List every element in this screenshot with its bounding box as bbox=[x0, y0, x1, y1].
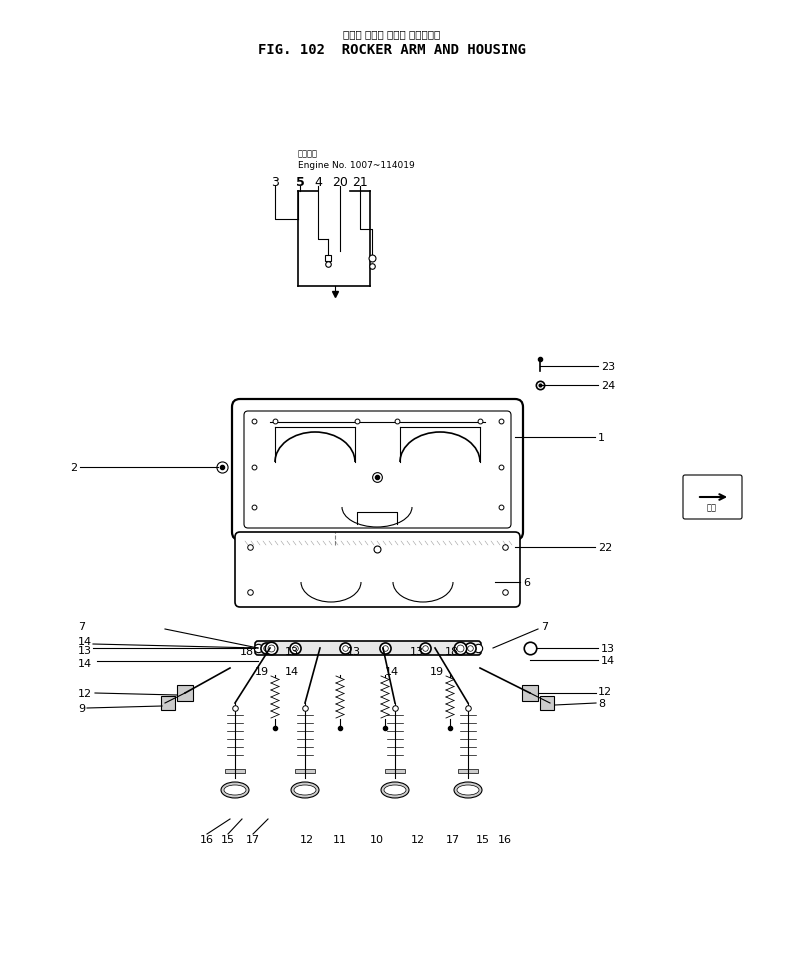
Text: 24: 24 bbox=[601, 380, 615, 390]
Text: 11: 11 bbox=[333, 834, 347, 844]
Ellipse shape bbox=[221, 782, 249, 798]
Ellipse shape bbox=[291, 782, 319, 798]
Bar bbox=[225, 770, 245, 774]
Text: 22: 22 bbox=[598, 543, 612, 553]
Text: 10: 10 bbox=[370, 834, 384, 844]
Ellipse shape bbox=[384, 785, 406, 795]
Ellipse shape bbox=[454, 782, 482, 798]
Text: 21: 21 bbox=[352, 176, 368, 190]
Text: 適用号機: 適用号機 bbox=[298, 150, 318, 158]
Text: 17: 17 bbox=[446, 834, 460, 844]
Text: 7: 7 bbox=[78, 621, 85, 632]
FancyBboxPatch shape bbox=[235, 532, 520, 607]
Bar bbox=[385, 770, 405, 774]
Text: 13: 13 bbox=[285, 646, 299, 656]
Text: 2: 2 bbox=[70, 463, 77, 472]
Ellipse shape bbox=[381, 782, 409, 798]
Text: 16: 16 bbox=[498, 834, 512, 844]
Text: 19: 19 bbox=[430, 666, 444, 677]
Text: 13: 13 bbox=[410, 646, 424, 656]
Text: 9: 9 bbox=[78, 703, 85, 713]
FancyBboxPatch shape bbox=[255, 642, 481, 655]
Bar bbox=[295, 770, 315, 774]
Text: 14: 14 bbox=[285, 666, 299, 677]
FancyBboxPatch shape bbox=[683, 475, 742, 519]
Text: 3: 3 bbox=[271, 176, 279, 190]
Text: 16: 16 bbox=[200, 834, 214, 844]
Text: 12: 12 bbox=[300, 834, 314, 844]
Text: FIG. 102  ROCKER ARM AND HOUSING: FIG. 102 ROCKER ARM AND HOUSING bbox=[258, 43, 526, 57]
Text: 17: 17 bbox=[246, 834, 260, 844]
Text: ロッカ アーム および ハウジング: ロッカ アーム および ハウジング bbox=[343, 29, 440, 39]
Text: 13: 13 bbox=[78, 645, 92, 655]
Text: 1: 1 bbox=[598, 432, 605, 443]
FancyBboxPatch shape bbox=[232, 400, 523, 541]
Text: 15: 15 bbox=[221, 834, 235, 844]
Text: 14: 14 bbox=[78, 658, 92, 668]
Text: 14: 14 bbox=[78, 637, 92, 646]
Text: 5: 5 bbox=[296, 176, 305, 190]
Bar bbox=[458, 770, 478, 774]
Text: 14: 14 bbox=[601, 655, 615, 665]
Text: Engine No. 1007~114019: Engine No. 1007~114019 bbox=[298, 160, 414, 169]
Text: 前方: 前方 bbox=[707, 503, 717, 511]
FancyBboxPatch shape bbox=[244, 412, 511, 528]
Text: 12: 12 bbox=[411, 834, 425, 844]
Text: 13: 13 bbox=[601, 644, 615, 653]
Text: 18: 18 bbox=[240, 646, 254, 656]
Text: 14: 14 bbox=[385, 666, 399, 677]
Ellipse shape bbox=[457, 785, 479, 795]
Ellipse shape bbox=[294, 785, 316, 795]
Text: 12: 12 bbox=[598, 687, 612, 696]
Text: 13: 13 bbox=[347, 646, 361, 656]
Text: 19: 19 bbox=[255, 666, 269, 677]
Text: 23: 23 bbox=[601, 362, 615, 372]
Text: 6: 6 bbox=[523, 577, 530, 588]
Text: 4: 4 bbox=[314, 176, 322, 190]
Text: 12: 12 bbox=[78, 689, 92, 698]
Text: 8: 8 bbox=[598, 698, 605, 708]
Text: 15: 15 bbox=[476, 834, 490, 844]
Text: 20: 20 bbox=[332, 176, 348, 190]
Text: 18: 18 bbox=[445, 646, 459, 656]
Ellipse shape bbox=[224, 785, 246, 795]
Text: 7: 7 bbox=[541, 621, 548, 632]
